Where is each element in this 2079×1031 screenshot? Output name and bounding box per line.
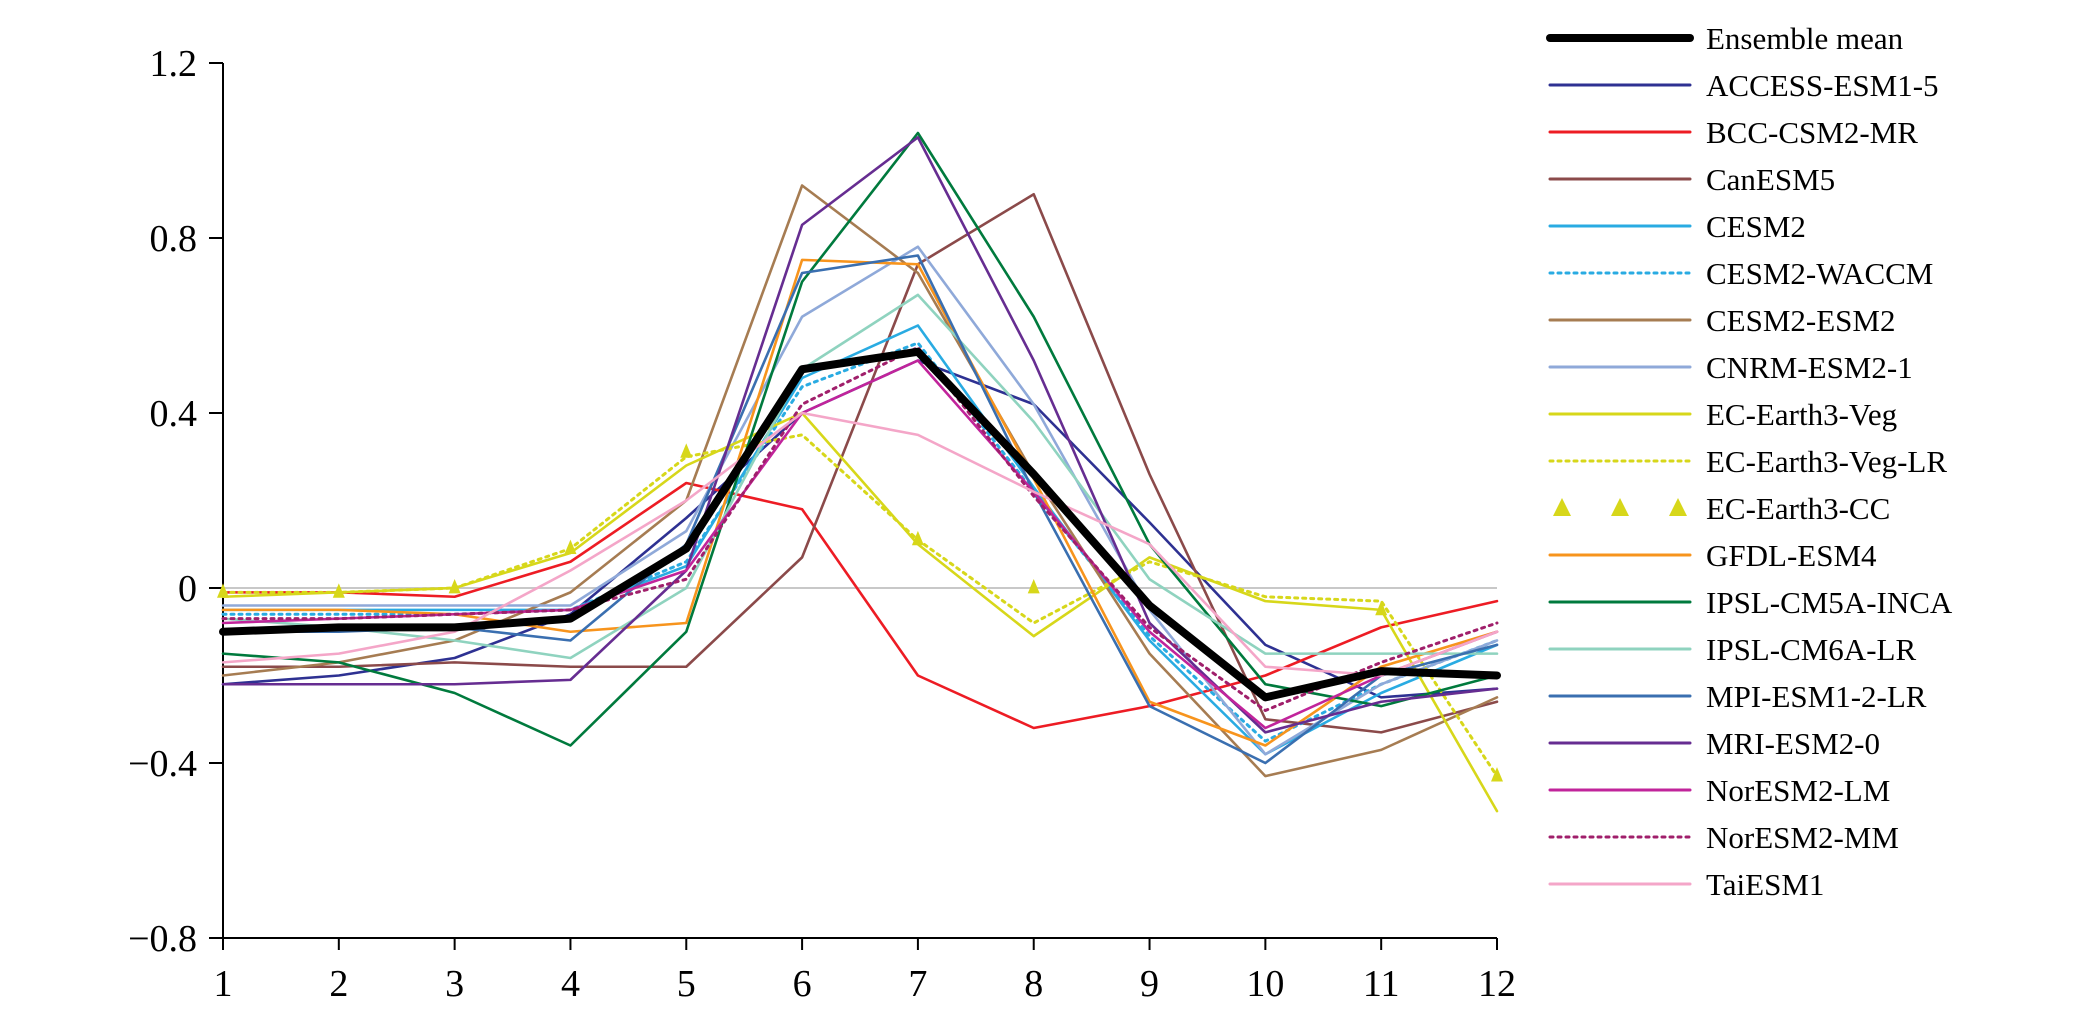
series-noresm2-lm xyxy=(221,359,1499,730)
data-point xyxy=(680,443,693,458)
legend-label: CESM2-WACCM xyxy=(1706,256,1933,291)
x-tick-label: 10 xyxy=(1246,963,1284,1005)
x-tick-label: 2 xyxy=(329,963,348,1005)
legend-label: MRI-ESM2-0 xyxy=(1706,726,1880,761)
series-cesm2-esm2 xyxy=(221,184,1499,778)
series-line xyxy=(221,131,1499,747)
legend-label: CESM2 xyxy=(1706,209,1806,244)
chart-axes: −0.8−0.400.40.81.21 2 3 4 5 6 7 8 9 10 11 12 xyxy=(128,43,1516,1005)
series-line xyxy=(221,258,1499,747)
legend-label: CanESM5 xyxy=(1706,162,1835,197)
legend-label: IPSL-CM6A-LR xyxy=(1706,632,1916,667)
legend-item-ec-earth3-veg: EC-Earth3-Veg xyxy=(1548,397,1897,432)
legend-label: GFDL-ESM4 xyxy=(1706,538,1877,573)
data-point xyxy=(911,530,924,546)
x-tick-label: 6 xyxy=(793,963,812,1005)
legend-item-cesm2: CESM2 xyxy=(1548,209,1806,244)
series-layer xyxy=(217,131,1503,813)
y-tick-label: 0.8 xyxy=(150,218,198,260)
data-point xyxy=(217,583,229,598)
legend-label: NorESM2-LM xyxy=(1706,773,1890,808)
legend-label: ACCESS-ESM1-5 xyxy=(1706,68,1939,103)
legend-item-ec-earth3-cc: EC-Earth3-CC xyxy=(1553,491,1890,526)
y-tick-label: 1.2 xyxy=(150,43,198,85)
y-tick-label: 0 xyxy=(178,568,197,610)
x-tick-label: 12 xyxy=(1478,963,1516,1005)
series-mri-esm2-0 xyxy=(221,136,1499,734)
legend-item-noresm2-lm: NorESM2-LM xyxy=(1548,773,1890,808)
series-line xyxy=(221,136,1499,734)
legend-item-cesm2-esm2: CESM2-ESM2 xyxy=(1548,303,1895,338)
legend-label: BCC-CSM2-MR xyxy=(1706,115,1918,150)
y-tick-label: −0.8 xyxy=(128,918,197,960)
legend-marker xyxy=(1669,498,1687,516)
data-point xyxy=(564,539,577,555)
legend-label: Ensemble mean xyxy=(1706,21,1904,56)
series-ipsl-cm5a-inca xyxy=(221,131,1499,747)
legend-item-cesm2-waccm: CESM2-WACCM xyxy=(1548,256,1933,291)
data-point xyxy=(1027,579,1040,594)
legend-label: EC-Earth3-Veg xyxy=(1706,397,1897,432)
legend-label: EC-Earth3-CC xyxy=(1706,491,1890,526)
legend-label: MPI-ESM1-2-LR xyxy=(1706,679,1927,714)
legend-item-bcc-csm2-mr: BCC-CSM2-MR xyxy=(1548,115,1918,150)
legend-item-ipsl-cm5a-inca: IPSL-CM5A-INCA xyxy=(1548,585,1953,620)
x-tick-label: 8 xyxy=(1024,963,1043,1005)
x-tick-label: 4 xyxy=(561,963,580,1005)
legend-marker xyxy=(1553,498,1571,516)
data-point xyxy=(448,579,461,594)
x-tick-label: 7 xyxy=(908,963,927,1005)
data-point xyxy=(1375,600,1388,616)
legend-item-mpi-esm1-2-lr: MPI-ESM1-2-LR xyxy=(1548,679,1927,714)
chart-legend: Ensemble mean ACCESS-ESM1-5 BCC-CSM2-MR Can… xyxy=(1546,21,1953,902)
series-line xyxy=(221,411,1499,677)
legend-item-canesm5: CanESM5 xyxy=(1548,162,1835,197)
legend-label: TaiESM1 xyxy=(1706,867,1824,902)
y-tick-label: 0.4 xyxy=(150,393,198,435)
series-line xyxy=(219,347,1501,702)
series-ec-earth3-veg-lr xyxy=(221,433,1499,778)
data-point xyxy=(1491,767,1503,782)
x-tick-label: 5 xyxy=(677,963,696,1005)
legend-marker xyxy=(1611,498,1629,516)
x-tick-label: 11 xyxy=(1363,963,1400,1005)
legend-label: CNRM-ESM2-1 xyxy=(1706,350,1913,385)
series-noresm2-mm xyxy=(221,345,1499,712)
series-ec-earth3-cc xyxy=(217,443,1503,782)
x-tick-label: 3 xyxy=(445,963,464,1005)
series-line xyxy=(221,433,1499,778)
series-ipsl-cm6a-lr xyxy=(221,293,1499,660)
legend-item-ipsl-cm6a-lr: IPSL-CM6A-LR xyxy=(1548,632,1916,667)
legend-item-ec-earth3-veg-lr: EC-Earth3-Veg-LR xyxy=(1548,444,1947,479)
data-point xyxy=(332,583,345,598)
legend-label: IPSL-CM5A-INCA xyxy=(1706,585,1953,620)
series-line xyxy=(221,184,1499,778)
x-tick-label: 1 xyxy=(214,963,233,1005)
legend-label: EC-Earth3-Veg-LR xyxy=(1706,444,1947,479)
series-canesm5 xyxy=(221,192,1499,734)
legend-item-cnrm-esm2-1: CNRM-ESM2-1 xyxy=(1548,350,1913,385)
legend-item-taiesm1: TaiESM1 xyxy=(1548,867,1824,902)
legend-item-access-esm1-5: ACCESS-ESM1-5 xyxy=(1548,68,1939,103)
legend-item-ensemble-mean: Ensemble mean xyxy=(1546,21,1904,56)
series-ensemble-mean xyxy=(219,347,1501,702)
series-line xyxy=(221,293,1499,660)
series-cnrm-esm2-1 xyxy=(221,245,1499,756)
series-line xyxy=(221,359,1499,730)
legend-item-mri-esm2-0: MRI-ESM2-0 xyxy=(1548,726,1880,761)
series-line xyxy=(221,192,1499,734)
legend-label: CESM2-ESM2 xyxy=(1706,303,1895,338)
series-line xyxy=(221,345,1499,712)
x-tick-label: 9 xyxy=(1140,963,1159,1005)
series-taiesm1 xyxy=(221,411,1499,677)
y-tick-label: −0.4 xyxy=(128,743,197,785)
series-line xyxy=(221,245,1499,756)
series-gfdl-esm4 xyxy=(221,258,1499,747)
legend-label: NorESM2-MM xyxy=(1706,820,1899,855)
legend-item-gfdl-esm4: GFDL-ESM4 xyxy=(1548,538,1877,573)
legend-item-noresm2-mm: NorESM2-MM xyxy=(1548,820,1899,855)
